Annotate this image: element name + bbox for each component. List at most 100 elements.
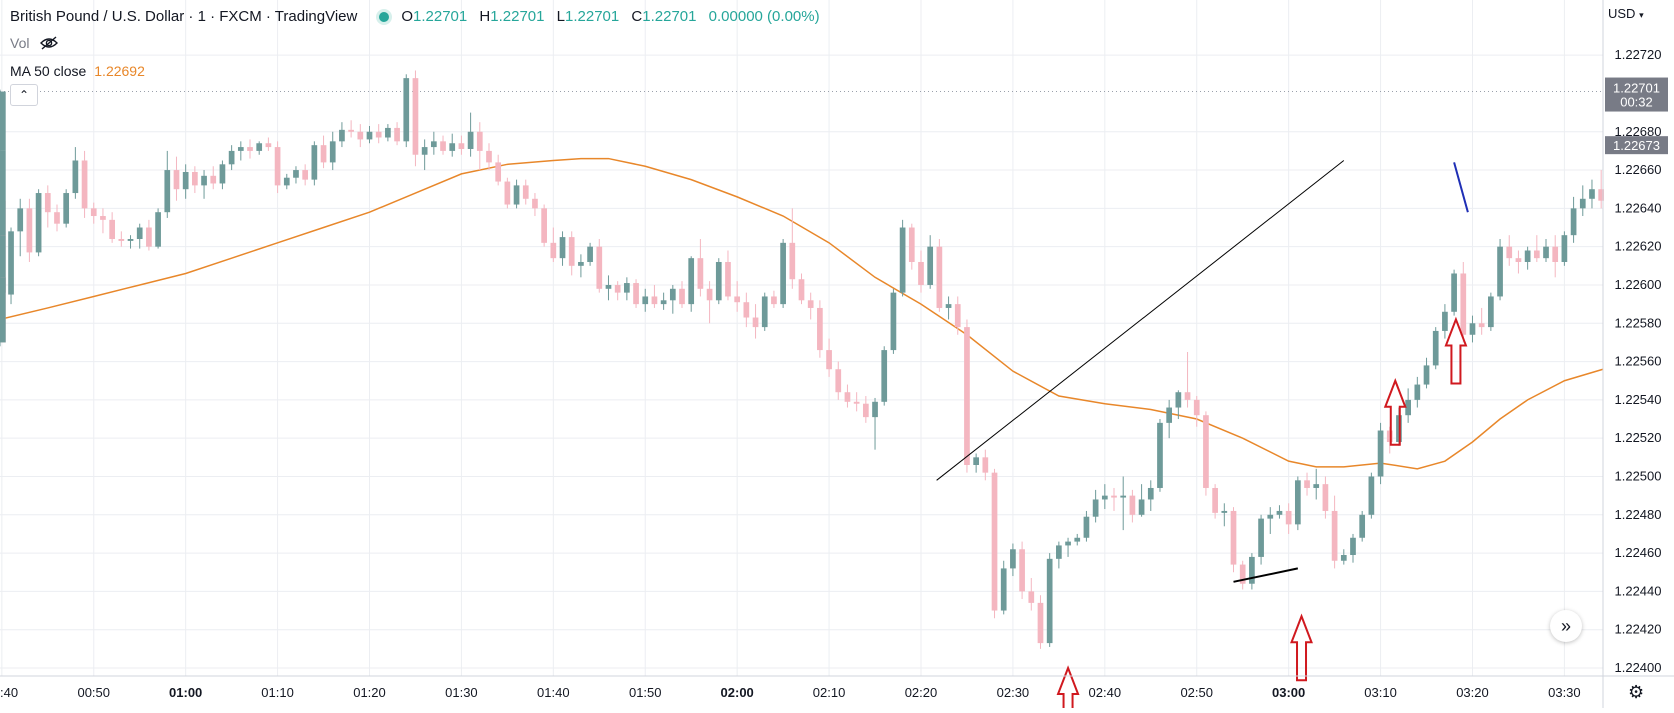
candle-down — [1552, 235, 1559, 278]
candle-up — [715, 258, 722, 305]
volume-label[interactable]: Vol — [10, 35, 30, 51]
chevron-up-icon: ⌃ — [18, 88, 30, 102]
candle-up — [1046, 553, 1053, 647]
candle-down — [862, 396, 869, 423]
candle-up — [1221, 503, 1228, 527]
candle-down — [844, 384, 851, 408]
candle-down — [1129, 489, 1136, 523]
candle-down — [918, 250, 924, 293]
double-chevron-right-icon: » — [1560, 615, 1571, 636]
x-tick-label: 03:30 — [1548, 685, 1581, 700]
candle-up — [1101, 484, 1108, 510]
ma50-series — [0, 157, 1604, 470]
candle-up — [1267, 507, 1274, 534]
candle-down — [1533, 235, 1540, 262]
candle-up — [1469, 315, 1476, 343]
candle-up — [0, 89, 6, 155]
scroll-to-realtime-button[interactable]: » — [1550, 610, 1582, 642]
candle-up — [669, 284, 676, 314]
candle-up — [688, 256, 695, 312]
candle-up — [127, 235, 134, 249]
candle-up — [421, 139, 428, 171]
x-tick-label: 02:00 — [721, 685, 754, 700]
y-tick-label: 1.22500 — [1615, 468, 1662, 483]
symbol-legend: British Pound / U.S. Dollar · 1 · FXCM ·… — [10, 8, 828, 25]
candle-down — [1460, 261, 1467, 343]
open-value: 1.22701 — [413, 8, 468, 25]
candle-down — [302, 164, 309, 186]
candle-up — [1258, 514, 1264, 565]
candle-up — [430, 131, 437, 155]
x-tick-label: 02:10 — [813, 685, 846, 700]
candle-up — [1074, 533, 1081, 546]
candle-down — [798, 273, 805, 305]
candle-series — [0, 70, 1605, 649]
candle-down — [541, 204, 547, 247]
candle-down — [752, 304, 759, 339]
blue-drawing-line — [1453, 162, 1469, 213]
y-tick-label: 1.22480 — [1615, 507, 1662, 522]
settings-gear-icon[interactable]: ⚙ — [1628, 682, 1645, 702]
candle-up — [1442, 304, 1448, 339]
candle-up — [0, 273, 6, 347]
candle-down — [1386, 426, 1393, 454]
candle-down — [651, 284, 658, 308]
x-tick-label: 02:50 — [1180, 685, 1213, 700]
candle-down — [81, 150, 88, 218]
candle-up — [578, 254, 584, 278]
candle-up — [559, 231, 566, 266]
candle-up — [0, 231, 6, 285]
candle-up — [1083, 510, 1090, 542]
candle-down — [936, 239, 943, 312]
x-tick-label: 01:20 — [353, 685, 386, 700]
y-tick-label: 1.22580 — [1615, 315, 1662, 330]
candle-down — [1304, 472, 1310, 496]
chart-grid — [0, 0, 1603, 676]
volume-legend: Vol — [10, 35, 59, 51]
candle-down — [697, 239, 704, 297]
chevron-down-icon: ▾ — [1639, 10, 1644, 20]
candle-down — [1028, 577, 1035, 611]
candle-up — [624, 277, 630, 301]
candle-down — [532, 193, 538, 217]
candle-down — [954, 296, 961, 335]
candle-down — [90, 202, 97, 224]
ma-price-tag — [1605, 136, 1668, 155]
candle-up — [1010, 543, 1016, 577]
ma-legend: MA 50 close 1.22692 — [10, 63, 145, 79]
low-label: L — [556, 8, 566, 25]
candle-down — [210, 166, 217, 190]
candle-up — [1524, 246, 1531, 270]
candle-down — [357, 124, 364, 148]
y-tick-label: 1.22640 — [1615, 200, 1662, 215]
hidden-eye-icon[interactable] — [39, 36, 59, 50]
currency-selector[interactable]: USD ▾ — [1608, 6, 1644, 21]
x-tick-label: 00:40 — [0, 685, 18, 700]
candle-up — [1313, 468, 1320, 500]
candle-down — [44, 185, 51, 228]
ma-label[interactable]: MA 50 close — [10, 63, 87, 79]
x-tick-label: 03:00 — [1272, 685, 1305, 700]
candle-down — [725, 250, 731, 301]
countdown-value: 00:32 — [1620, 95, 1653, 110]
candle-down — [807, 292, 814, 320]
candle-up — [1120, 476, 1127, 531]
candle-down — [504, 177, 511, 209]
candle-up — [927, 235, 934, 289]
candle-up — [1579, 185, 1586, 217]
candle-up — [1350, 533, 1356, 563]
candle-up — [366, 126, 373, 144]
symbol-title[interactable]: British Pound / U.S. Dollar · 1 · FXCM ·… — [10, 8, 358, 25]
candle-down — [109, 212, 115, 243]
candle-up — [228, 145, 235, 171]
x-tick-label: 02:30 — [997, 685, 1030, 700]
candle-up — [385, 124, 391, 142]
candle-down — [771, 290, 777, 308]
candle-down — [1515, 250, 1522, 274]
collapse-legend-button[interactable]: ⌃ — [10, 84, 38, 106]
y-tick-label: 1.22440 — [1615, 583, 1662, 598]
candle-down — [486, 143, 492, 171]
